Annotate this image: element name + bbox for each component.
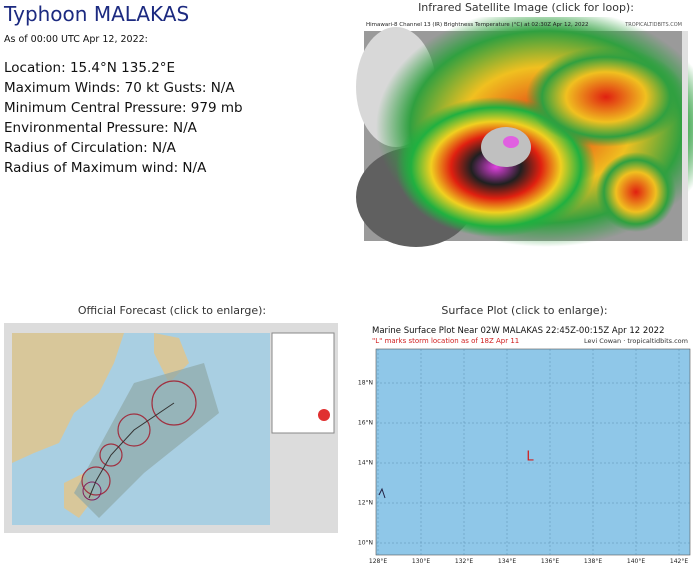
detail-line: Minimum Central Pressure: 979 mb [4,100,243,116]
surface-image[interactable]: Marine Surface Plot Near 02W MALAKAS 22:… [356,323,693,568]
satellite-image[interactable]: Himawari-8 Channel 13 (IR) Brightness Te… [356,17,693,253]
detail-line: Maximum Winds: 70 kt Gusts: N/A [4,80,235,96]
detail-line: Radius of Maximum wind: N/A [4,160,207,176]
lat-label: 14°N [358,460,373,467]
storm-title: Typhoon MALAKAS [4,2,190,26]
surface-credit: Levi Cowan · tropicaltidbits.com [584,337,688,345]
forecast-caption: Official Forecast (click to enlarge): [77,304,267,317]
lon-label: 140°E [627,558,645,565]
surface-title: Marine Surface Plot Near 02W MALAKAS 22:… [372,326,664,336]
lon-label: 130°E [412,558,430,565]
detail-line: Environmental Pressure: N/A [4,120,197,136]
lon-label: 138°E [584,558,602,565]
lat-label: 12°N [358,500,373,507]
surface-note: "L" marks storm location as of 18Z Apr 1… [372,337,519,345]
surface-caption: Surface Plot (click to enlarge): [441,304,608,317]
satellite-caption: Infrared Satellite Image (click for loop… [418,1,634,14]
lon-label: 132°E [455,558,473,565]
lat-label: 16°N [358,420,373,427]
storm-marker: L [526,450,534,465]
lat-label: 18°N [358,380,373,387]
lon-label: 128°E [369,558,387,565]
lon-label: 142°E [670,558,688,565]
forecast-image[interactable] [4,323,338,533]
detail-line: Location: 15.4°N 135.2°E [4,60,176,76]
satellite-credit: TROPICALTIDBITS.COM [624,22,682,28]
satellite-title: Himawari-8 Channel 13 (IR) Brightness Te… [366,22,589,28]
timestamp: As of 00:00 UTC Apr 12, 2022: [4,34,148,45]
detail-line: Radius of Circulation: N/A [4,140,176,156]
lat-label: 10°N [358,540,373,547]
lon-label: 136°E [541,558,559,565]
lon-label: 134°E [498,558,516,565]
